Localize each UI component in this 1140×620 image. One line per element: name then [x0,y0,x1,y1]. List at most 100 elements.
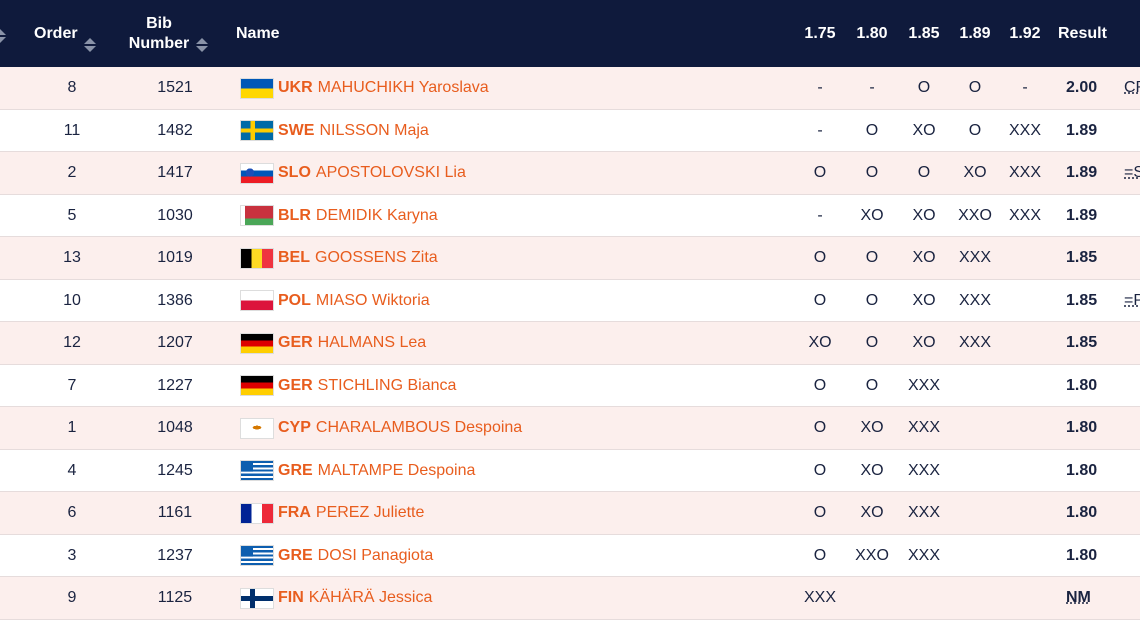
attempt: - [817,79,823,96]
country-code: GER [278,334,313,351]
attempt: XXO [958,206,992,224]
bib: 1207 [157,334,193,351]
bib: 1521 [157,79,193,96]
athlete-name[interactable]: MAHUCHIKH Yaroslava [317,79,489,96]
attempt: XXX [1008,206,1042,224]
order: 12 [63,334,81,351]
athlete-name[interactable]: NILSSON Maja [319,121,429,139]
attempt: XO [860,206,884,224]
result: 1.89 [1066,206,1098,224]
attempt: O [813,376,827,394]
result: NM [1066,589,1091,606]
athlete-name[interactable]: DOSI Panagiota [317,546,434,564]
athlete-name[interactable]: STICHLING Bianca [317,376,457,394]
order: 5 [67,206,77,224]
attempt: - [869,79,875,96]
height-header: 1.75 [804,24,836,42]
result-row: 4 1245 GRE MALTAMPE Despoina O XO XXX 1.80 [0,450,1140,492]
attempt: O [968,121,982,139]
order: 7 [67,376,77,394]
name-header: Name [236,0,280,67]
athlete: SLO APOSTOLOVSKI Lia [240,152,466,194]
bib-header[interactable]: Bib Number [126,0,192,67]
attempt: XO [912,121,936,139]
order-header[interactable]: Order [34,0,78,67]
height-header: 1.80 [856,24,888,42]
athlete-name[interactable]: GOOSSENS Zita [315,249,438,266]
flag-icon [240,120,274,141]
flag-icon [240,587,274,609]
bib: 1030 [157,206,193,224]
athlete-name[interactable]: MALTAMPE Despoina [317,461,476,479]
athlete: GRE DOSI Panagiota [240,535,433,577]
attempt: XO [912,291,936,309]
result-row: 12 1207 GER HALMANS Lea XO O XO XXX 1.85 [0,322,1140,365]
country-code: GER [278,376,313,394]
attempt: XXX [907,504,941,521]
result-row: 7 1227 GER STICHLING Bianca O O XXX 1.80 [0,365,1140,407]
sort-icon[interactable] [84,38,96,44]
order: 4 [67,461,77,479]
athlete: GER STICHLING Bianca [240,365,456,407]
result: 1.80 [1066,376,1098,394]
bib: 1048 [157,419,193,436]
athlete-name[interactable]: PEREZ Juliette [315,504,425,521]
order: 10 [63,291,81,309]
attempt: O [865,249,879,266]
header-text: Name [236,24,280,42]
attempt: XXX [1008,164,1042,181]
sort-icon[interactable] [196,38,208,44]
attempt: O [813,461,827,479]
attempt: O [865,291,879,309]
athlete-name[interactable]: MIASO Wiktoria [315,291,430,309]
record-note: =SB [1124,164,1140,181]
attempt: O [917,79,931,96]
sort-icon[interactable] [0,29,6,35]
bib: 1161 [157,504,193,521]
table-header: Order Bib Number Name 1.75 1.80 1.85 1.89 1.… [0,0,1140,67]
result-row: 6 1161 FRA PEREZ Juliette O XO XXX 1.80 [0,492,1140,535]
attempt: XO [912,249,936,266]
attempt: XO [860,504,884,521]
attempt: O [865,334,879,351]
sort-icon[interactable] [84,46,96,52]
country-code: SLO [278,164,311,181]
bib: 1417 [157,164,193,181]
result-row: 1 1048 CYP CHARALAMBOUS Despoina O XO XXX 1.80 [0,407,1140,450]
result: 1.85 [1066,291,1098,309]
result: 2.00 [1066,79,1098,96]
order: 11 [63,121,81,139]
attempt: XO [808,334,832,351]
order: 1 [67,419,77,436]
athlete: BLR DEMIDIK Karyna [240,195,438,237]
athlete: GRE MALTAMPE Despoina [240,450,475,492]
order: 13 [63,249,81,266]
result-row: 3 1237 GRE DOSI Panagiota O XXO XXX 1.80 [0,535,1140,577]
athlete-name[interactable]: HALMANS Lea [317,334,427,351]
attempt: XXX [958,249,992,266]
height-header: 1.85 [908,24,940,42]
result-row: 5 1030 BLR DEMIDIK Karyna - XO XO XXO XXX 1.89 [0,195,1140,237]
attempt: - [817,121,823,139]
athlete-name[interactable]: CHARALAMBOUS Despoina [315,419,523,436]
result: 1.80 [1066,419,1098,436]
athlete-name[interactable]: DEMIDIK Karyna [315,206,438,224]
attempt: O [813,419,827,436]
attempt: O [813,291,827,309]
athlete-name[interactable]: APOSTOLOVSKI Lia [315,164,466,181]
bib: 1125 [157,589,193,606]
order: 9 [67,589,77,606]
athlete-name[interactable]: KÄHÄRÄ Jessica [308,589,433,606]
result: 1.80 [1066,504,1098,521]
flag-icon [240,205,274,226]
sort-icon[interactable] [196,46,208,52]
order: 3 [67,546,77,564]
attempt: O [865,121,879,139]
sort-icon[interactable] [0,37,6,43]
athlete: FRA PEREZ Juliette [240,492,424,534]
flag-icon [240,247,274,269]
athlete: BEL GOOSSENS Zita [240,237,438,279]
result-row: 9 1125 FIN KÄHÄRÄ Jessica XXX NM [0,577,1140,620]
